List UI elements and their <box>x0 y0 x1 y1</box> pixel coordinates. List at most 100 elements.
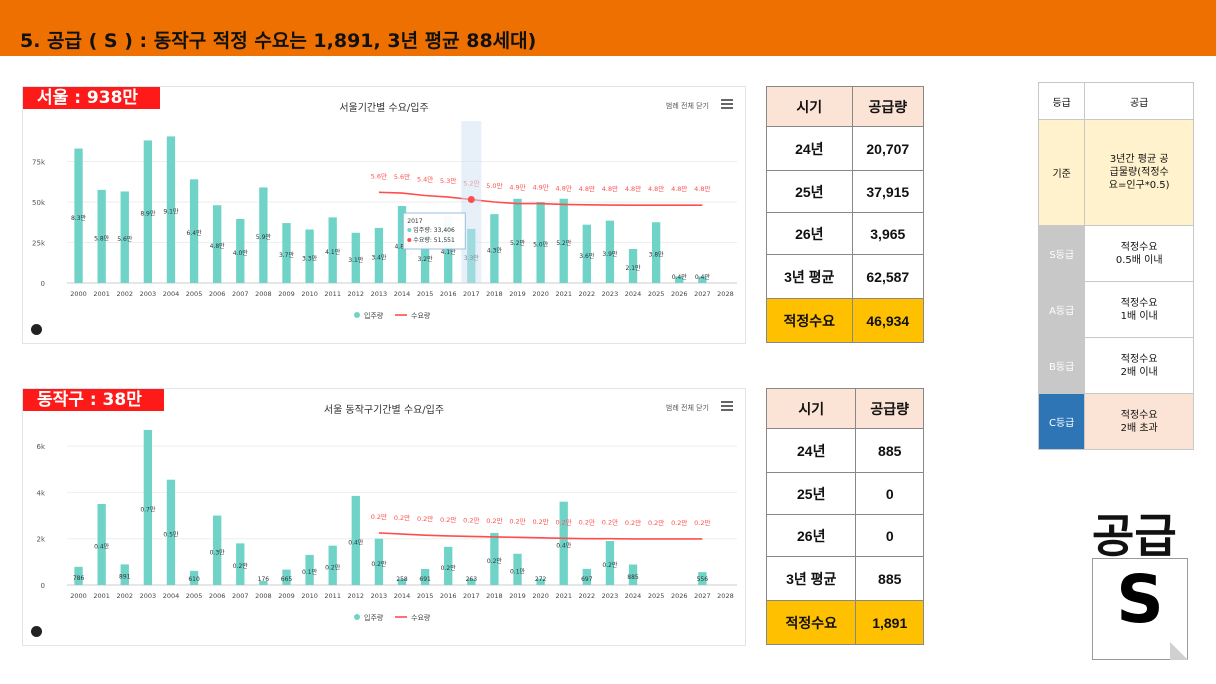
logo-icon <box>31 626 42 637</box>
bar <box>189 179 199 283</box>
bar <box>143 429 153 585</box>
stamp-label: 공급 <box>1092 509 1177 563</box>
bar <box>513 553 522 585</box>
bar-value-label: 5.2만 <box>510 239 526 247</box>
supply-cell: 20,707 <box>851 126 925 171</box>
grade-header: 등급 <box>1037 82 1086 120</box>
bar-value-label: 3.8만 <box>649 251 665 259</box>
bar <box>259 580 268 585</box>
bar <box>444 216 453 283</box>
bar-value-label: 9.1만 <box>163 208 179 216</box>
bar <box>120 564 129 585</box>
bar <box>559 501 568 585</box>
tooltip-demand-marker <box>407 238 412 242</box>
dongjak-chart-panel: 6k 4k 2k 0 786 0.4만 891 0.7만 0.5만 610 0.3만 0.2만 176 6… <box>22 388 746 646</box>
bar <box>444 546 453 585</box>
demand-value-label: 5.4만 <box>417 175 433 184</box>
bar <box>397 206 407 283</box>
tooltip-box <box>402 212 466 250</box>
period-cell: 25년 <box>765 472 857 515</box>
x-tick-label: 2006 <box>209 290 226 298</box>
demand-value-label: 0.2만 <box>394 513 410 522</box>
x-tick-label: 2020 <box>532 592 549 600</box>
bar <box>166 136 176 283</box>
period-header: 시기 <box>766 86 853 127</box>
bar-value-label: 4.1만 <box>325 248 341 256</box>
grade-s-desc: 적정수요 0.5배 이내 <box>1084 225 1194 282</box>
bar-value-label: 0.1만 <box>302 568 318 576</box>
x-tick-label: 2019 <box>509 592 526 600</box>
grade-c-desc: 적정수요 2배 초과 <box>1084 393 1194 450</box>
demand-value-label: 0.2만 <box>602 518 618 527</box>
x-tick-label: 2016 <box>440 592 457 600</box>
demand-value-label: 0.2만 <box>509 516 525 525</box>
hamburger-menu-icon[interactable] <box>721 99 733 109</box>
bar <box>605 541 615 585</box>
supply-cell: 885 <box>855 428 924 473</box>
bar <box>467 578 476 585</box>
x-tick-label: 2023 <box>602 290 619 298</box>
bar <box>490 214 499 283</box>
bar-value-label: 786 <box>73 575 85 582</box>
grade-stamp: S <box>1092 558 1188 660</box>
bar <box>351 232 360 283</box>
supply-cell: 0 <box>855 514 924 557</box>
bar <box>259 187 268 283</box>
bar-value-label: 8.9만 <box>140 210 156 218</box>
supply-cell: 46,934 <box>851 298 925 343</box>
grade-letter: S <box>1116 561 1164 638</box>
bar-value-label: 0.4만 <box>672 273 688 281</box>
bar-value-label: 3.9만 <box>602 250 618 258</box>
bar-value-label: 0.4만 <box>556 541 572 549</box>
supply-cell: 3,965 <box>851 212 925 255</box>
period-cell: 26년 <box>766 212 853 255</box>
y-tick-label: 50k <box>32 199 46 207</box>
bar-value-label: 885 <box>627 574 639 581</box>
x-tick-label: 2005 <box>186 592 203 600</box>
x-tick-label: 2010 <box>301 290 318 298</box>
demand-value-label: 5.0만 <box>486 181 502 190</box>
grade-a-label: A등급 <box>1037 281 1086 338</box>
bar <box>143 140 153 283</box>
bar <box>328 217 337 283</box>
bar <box>305 554 314 585</box>
x-tick-label: 2028 <box>717 290 734 298</box>
legend-toggle-button[interactable]: 범례 전체 닫기 <box>665 404 709 412</box>
bar-value-label: 3.2만 <box>418 255 434 263</box>
bar-value-label: 4.8만 <box>394 243 410 251</box>
bar <box>374 227 384 283</box>
bar <box>513 198 522 283</box>
legend-toggle-button[interactable]: 범례 전체 닫기 <box>665 102 709 110</box>
y-tick-label: 2k <box>36 536 45 544</box>
hamburger-menu-icon[interactable] <box>721 401 733 411</box>
header-bar: 5. 공급 ( S ) : 동작구 적정 수요는 1,891, 3년 평균 88… <box>0 0 1216 56</box>
bar <box>651 222 661 283</box>
bar <box>536 578 545 585</box>
x-tick-label: 2011 <box>324 290 341 298</box>
bar-value-label: 4.1만 <box>441 248 457 256</box>
demand-value-label: 4.8만 <box>579 184 595 193</box>
dongjak-supply-table: 시기 공급량 24년 885 25년 0 26년 0 3년 평균 885 적정수요 1,89… <box>765 388 924 645</box>
x-tick-label: 2008 <box>255 290 272 298</box>
bar <box>374 538 384 585</box>
period-cell: 3년 평균 <box>766 254 853 299</box>
supply-header: 공급량 <box>855 388 924 429</box>
bar-value-label: 0.2만 <box>602 561 618 569</box>
supply-cell: 885 <box>855 556 924 601</box>
bar-value-label: 6.4만 <box>187 229 203 237</box>
demand-value-label: 4.8만 <box>694 184 710 193</box>
bar <box>536 202 545 283</box>
x-tick-label: 2002 <box>116 592 133 600</box>
grade-s-label: S등급 <box>1037 225 1086 282</box>
x-tick-label: 2016 <box>440 290 457 298</box>
x-tick-label: 2011 <box>324 592 341 600</box>
demand-value-label: 0.2만 <box>625 518 641 527</box>
bar-value-label: 697 <box>581 576 593 583</box>
bar-value-label: 5.8만 <box>94 234 110 242</box>
bar <box>213 515 222 585</box>
x-tick-label: 2003 <box>140 290 157 298</box>
x-tick-label: 2013 <box>371 592 388 600</box>
bar-value-label: 665 <box>281 576 293 583</box>
demand-value-label: 0.2만 <box>417 514 433 523</box>
supply-header: 공급 <box>1084 82 1194 120</box>
